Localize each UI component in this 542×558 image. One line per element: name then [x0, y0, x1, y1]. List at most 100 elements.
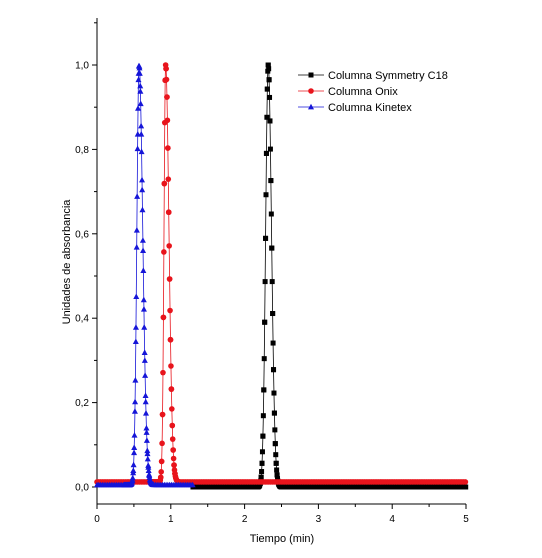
data-point [136, 70, 143, 76]
data-point [132, 338, 139, 345]
data-point [142, 398, 149, 405]
x-tick-label: 5 [463, 514, 469, 525]
data-point [144, 447, 151, 454]
data-point [140, 267, 147, 274]
data-point [134, 193, 141, 199]
data-point [137, 100, 144, 107]
data-point [165, 145, 171, 151]
data-point [264, 114, 270, 120]
data-point [145, 462, 152, 468]
data-point [262, 319, 268, 325]
data-point [133, 243, 140, 250]
data-point [132, 398, 139, 405]
legend-marker [308, 72, 314, 78]
data-point [270, 340, 276, 346]
data-point [145, 467, 152, 473]
data-point [135, 105, 142, 111]
data-point [141, 357, 148, 363]
data-point [163, 65, 169, 72]
legend-label: Columna Kinetex [328, 102, 412, 114]
data-point [462, 479, 469, 485]
data-point [143, 437, 150, 443]
data-point [269, 279, 275, 285]
data-point [159, 411, 166, 418]
data-point [135, 76, 142, 83]
data-point [140, 247, 147, 253]
y-tick-label: 0,8 [75, 145, 89, 156]
legend-item-columna-onix: Columna Onix [298, 86, 398, 98]
y-tick-label: 0,6 [75, 229, 89, 240]
data-point [263, 235, 269, 241]
data-point [271, 390, 277, 396]
data-point [263, 150, 269, 156]
x-tick-label: 3 [316, 514, 322, 525]
data-point [140, 305, 147, 312]
x-tick-label: 4 [389, 514, 395, 525]
data-point [272, 427, 278, 433]
data-point [168, 363, 174, 369]
data-point [136, 63, 143, 69]
data-point [142, 392, 149, 399]
data-point [271, 410, 277, 416]
data-point [158, 469, 165, 475]
legend-item-columna-kinetex: Columna Kinetex [298, 102, 412, 114]
data-point [157, 474, 164, 481]
data-point [160, 314, 167, 321]
data-point [267, 94, 273, 100]
data-point [131, 449, 138, 456]
data-point [268, 178, 274, 184]
data-point [144, 455, 151, 462]
data-point [131, 432, 138, 438]
data-point [129, 477, 136, 484]
data-point [141, 324, 148, 330]
data-point [140, 296, 147, 303]
data-point [137, 82, 144, 89]
y-ticks: 0,0 0,2 0,4 0,6 0,8 1,0 [75, 22, 97, 494]
data-point [165, 209, 172, 216]
data-point [142, 372, 149, 378]
axes [96, 18, 466, 505]
data-point [169, 422, 176, 429]
data-point [131, 444, 138, 450]
data-point [132, 324, 139, 330]
data-point [169, 406, 175, 412]
data-point [164, 117, 171, 124]
data-point [259, 469, 265, 475]
data-point [270, 311, 276, 317]
data-point [169, 436, 176, 442]
y-tick-label: 0,0 [75, 483, 89, 494]
data-point [274, 472, 280, 478]
data-point [271, 367, 277, 373]
data-point [143, 429, 150, 435]
data-point [165, 176, 172, 182]
y-tick-label: 1,0 [75, 61, 89, 72]
data-point [160, 369, 166, 376]
x-axis-title: Tiempo (min) [250, 533, 314, 545]
data-point [258, 474, 264, 480]
data-point [274, 467, 280, 473]
data-point [262, 279, 268, 285]
y-tick-label: 0,4 [75, 314, 89, 325]
data-point [158, 458, 165, 465]
data-point [265, 62, 271, 68]
data-point [170, 455, 177, 462]
series-columna-symmetry-c18 [190, 62, 469, 490]
series-layer [94, 62, 469, 490]
legend-label: Columna Onix [328, 86, 398, 98]
x-tick-label: 1 [168, 514, 174, 525]
data-point [260, 433, 266, 439]
data-point [269, 245, 275, 251]
x-ticks: 0 1 2 3 4 5 [94, 504, 469, 525]
data-point [150, 481, 157, 488]
legend-marker [308, 103, 314, 110]
data-point [130, 469, 137, 476]
legend: Columna Symmetry C18 Columna Onix Columna … [298, 70, 448, 114]
data-point [189, 481, 196, 488]
data-point [168, 386, 175, 392]
data-point [267, 118, 273, 124]
data-point [139, 206, 146, 213]
data-point [143, 424, 150, 431]
data-point [143, 409, 150, 416]
data-point [131, 408, 138, 414]
data-point [275, 476, 281, 482]
